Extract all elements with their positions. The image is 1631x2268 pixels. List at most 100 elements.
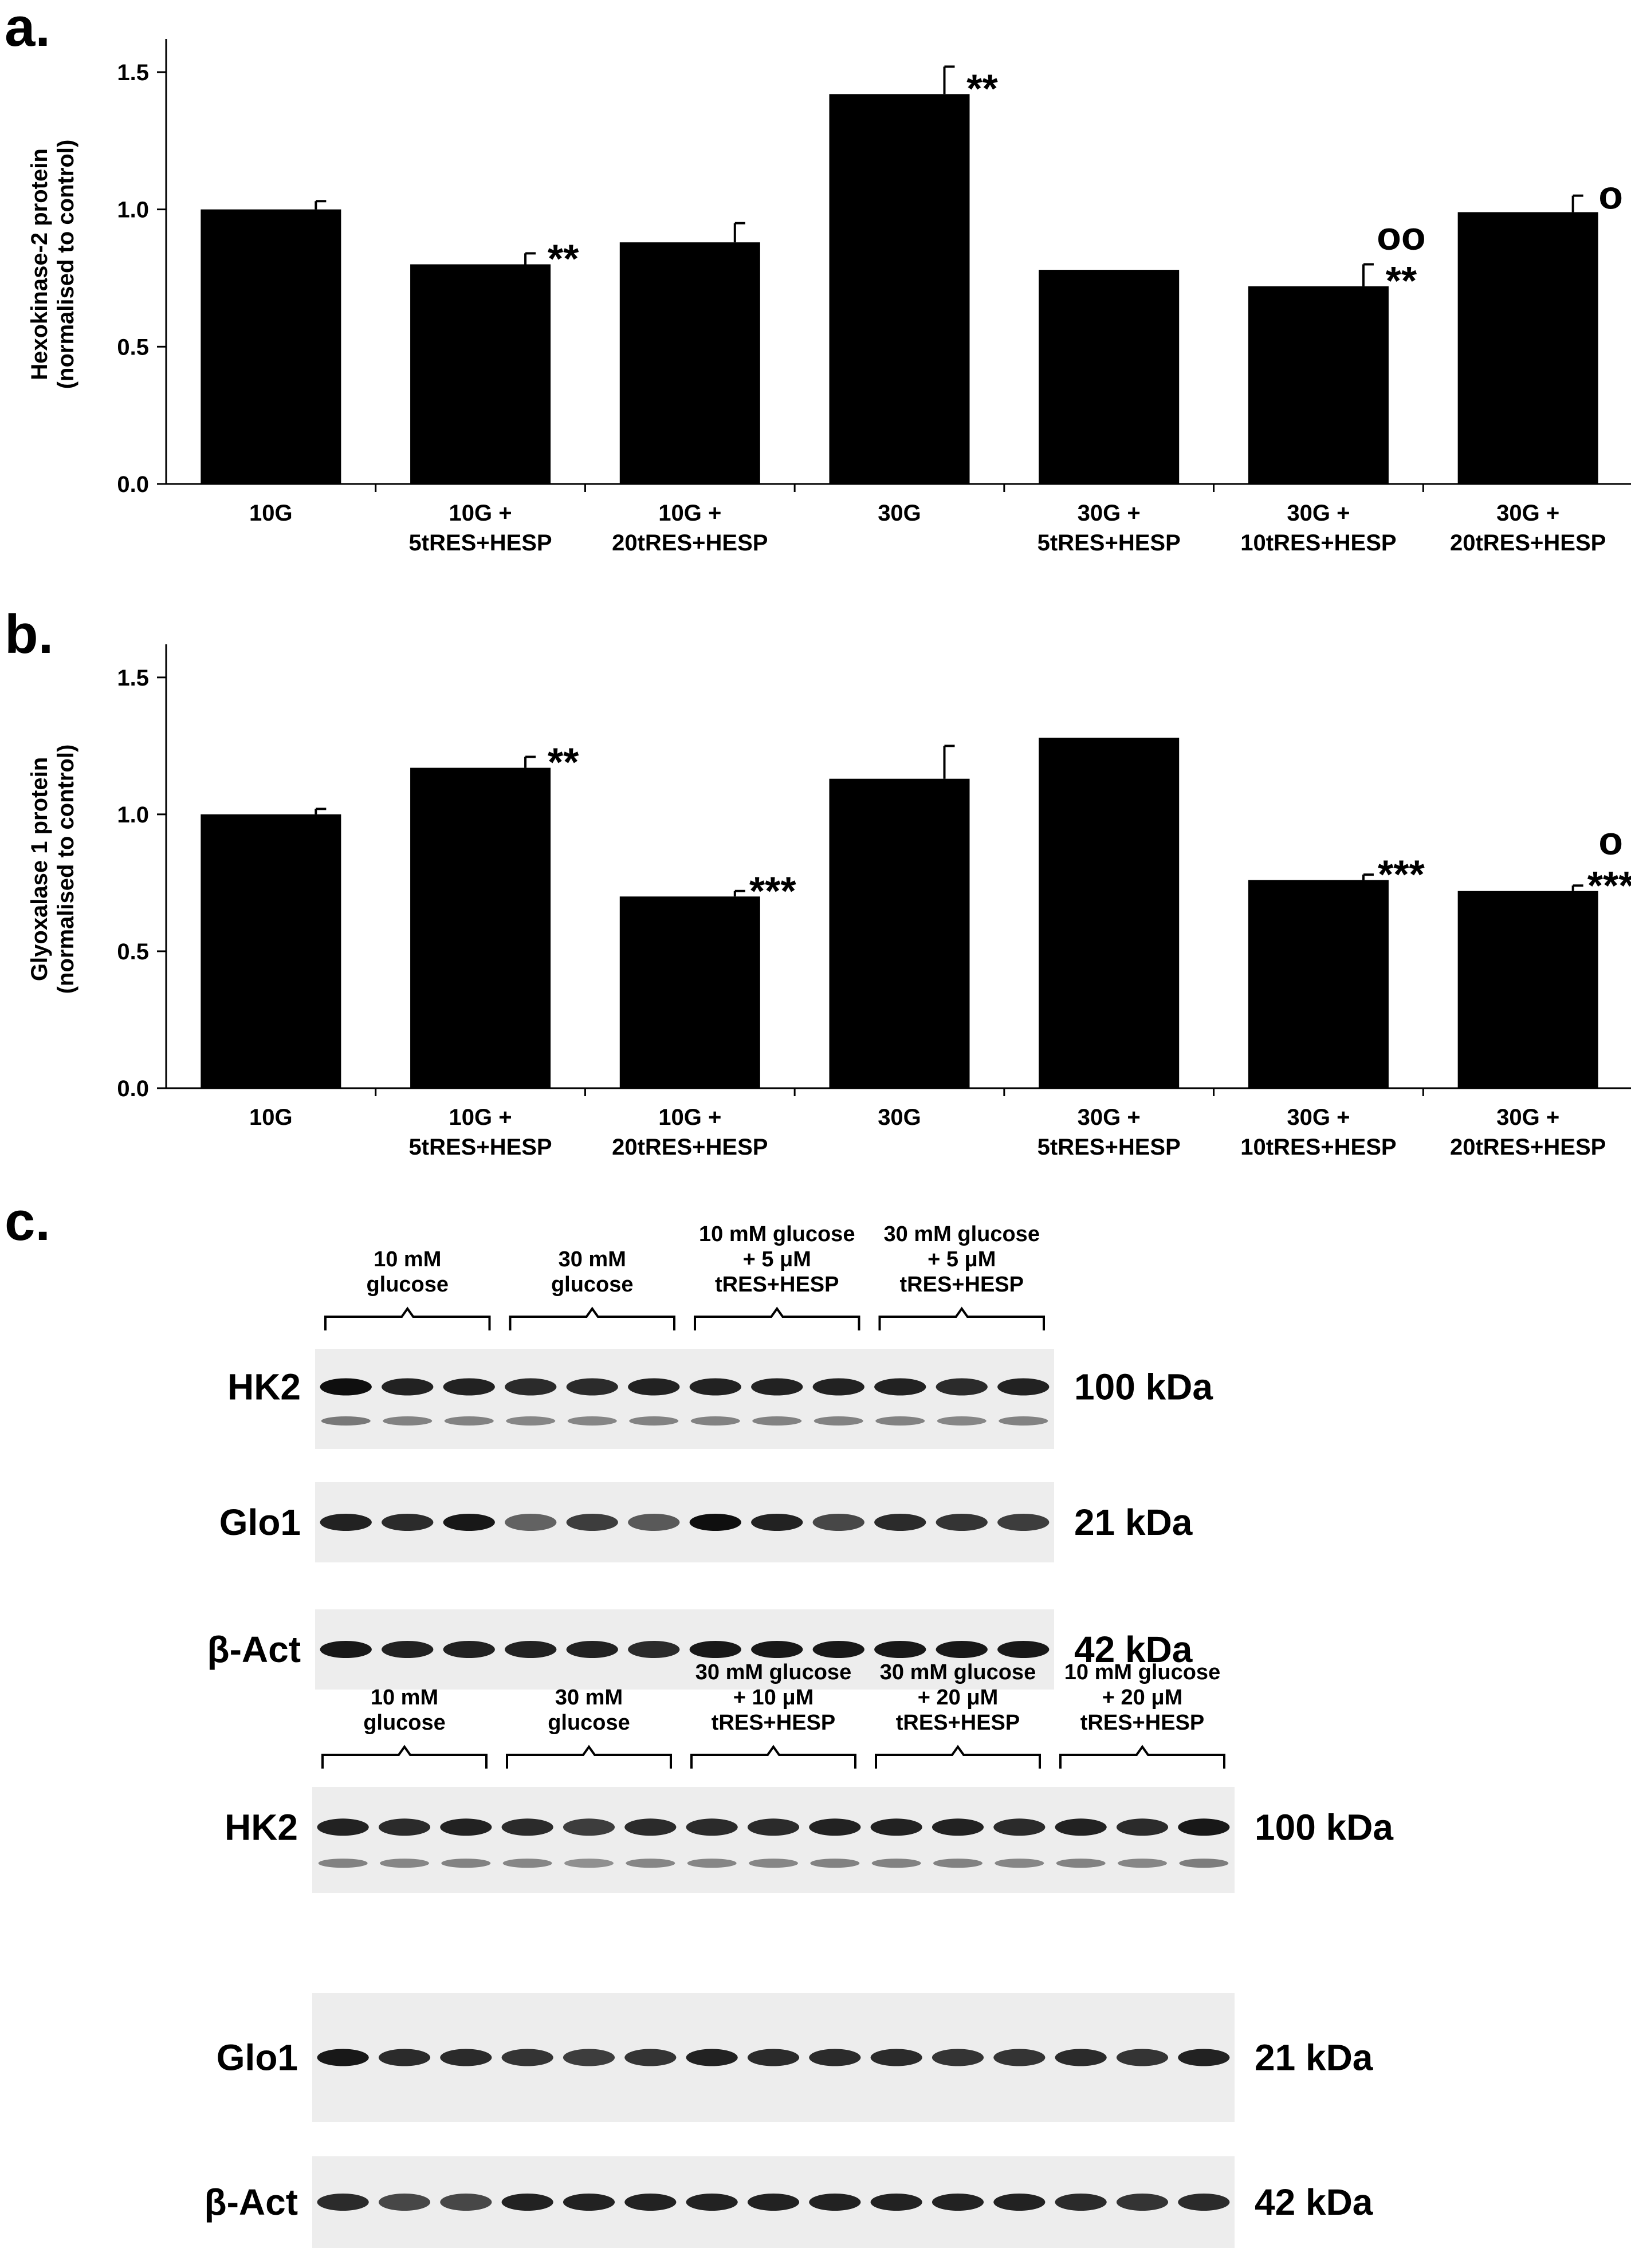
category-label: 30G + — [1496, 501, 1559, 526]
protein-band-lower — [629, 1416, 679, 1426]
protein-band — [317, 2049, 369, 2066]
protein-band — [686, 2049, 738, 2066]
protein-band — [936, 1378, 988, 1396]
protein-band — [320, 1514, 372, 1531]
y-tick-label: 1.5 — [117, 60, 149, 85]
protein-band — [440, 1818, 492, 1836]
group-bracket — [875, 1745, 1041, 1769]
protein-band — [812, 1641, 864, 1658]
protein-band — [936, 1514, 988, 1531]
protein-band — [870, 1818, 922, 1836]
protein-band — [501, 2194, 553, 2211]
y-axis-label: Hexokinase-2 protein — [27, 148, 52, 380]
protein-band — [997, 1641, 1050, 1658]
protein-band-lower — [564, 1858, 614, 1868]
group-label: tRES+HESP — [715, 1273, 839, 1297]
category-label: 20tRES+HESP — [612, 1135, 768, 1160]
significance-marker: ** — [548, 740, 579, 785]
protein-band — [382, 1378, 434, 1396]
protein-band — [440, 2049, 492, 2066]
bar — [619, 242, 760, 484]
protein-band — [1055, 1818, 1107, 1836]
group-label: glucose — [363, 1711, 446, 1735]
y-tick-label: 1.0 — [117, 802, 149, 828]
protein-band — [563, 2194, 615, 2211]
group-label: + 5 μM — [743, 1247, 811, 1271]
blot-membrane — [315, 1609, 1054, 1690]
protein-band — [993, 2049, 1046, 2066]
protein-band — [1116, 2194, 1169, 2211]
protein-band — [747, 1818, 800, 1836]
protein-band — [809, 1818, 861, 1836]
protein-band-lower — [995, 1858, 1044, 1868]
protein-band — [1178, 2194, 1230, 2211]
group-label: 30 mM — [559, 1247, 626, 1271]
protein-band — [566, 1641, 618, 1658]
category-label: 10tRES+HESP — [1240, 1135, 1396, 1160]
significance-marker: ** — [548, 237, 579, 281]
y-axis-label: (normalised to control) — [53, 140, 78, 389]
protein-band — [563, 2049, 615, 2066]
significance-marker: o — [1598, 818, 1623, 863]
group-label: + 20 μM — [918, 1686, 998, 1710]
group-label: + 5 μM — [927, 1247, 996, 1271]
group-bracket — [506, 1745, 672, 1769]
protein-band — [443, 1514, 495, 1531]
category-label: 10G — [249, 501, 293, 526]
protein-band-lower — [999, 1416, 1048, 1426]
protein-band — [812, 1514, 864, 1531]
blot-membrane — [312, 1787, 1235, 1893]
protein-band — [809, 2049, 861, 2066]
y-tick-label: 0.5 — [117, 939, 149, 964]
category-label: 20tRES+HESP — [1450, 530, 1606, 556]
protein-band — [501, 2049, 553, 2066]
group-label: 30 mM — [555, 1686, 623, 1710]
protein-band-lower — [687, 1858, 737, 1868]
significance-marker: o — [1598, 172, 1623, 217]
molecular-weight-label: 21 kDa — [1255, 2037, 1373, 2078]
protein-band — [812, 1378, 864, 1396]
group-label: 10 mM — [374, 1247, 441, 1271]
blot-row-label: Glo1 — [217, 2037, 298, 2078]
protein-band — [378, 2049, 431, 2066]
protein-band-lower — [752, 1416, 802, 1426]
protein-band-lower — [318, 1858, 368, 1868]
molecular-weight-label: 100 kDa — [1255, 1806, 1393, 1848]
protein-band — [874, 1514, 926, 1531]
protein-band — [624, 1818, 677, 1836]
protein-band-lower — [502, 1858, 552, 1868]
category-label: 30G — [878, 501, 921, 526]
bar — [410, 767, 551, 1088]
group-bracket — [878, 1306, 1045, 1330]
molecular-weight-label: 100 kDa — [1074, 1367, 1213, 1408]
protein-band — [624, 2049, 677, 2066]
protein-band — [689, 1514, 741, 1531]
molecular-weight-label: 42 kDa — [1074, 1629, 1193, 1670]
protein-band — [320, 1378, 372, 1396]
protein-band-lower — [810, 1858, 860, 1868]
bar — [1039, 738, 1180, 1088]
protein-band — [628, 1514, 680, 1531]
protein-band — [689, 1378, 741, 1396]
protein-band — [936, 1641, 988, 1658]
chart-b-glyoxalase-1: 0.0 0.5 1.0 1.5 Glyoxalase 1 protein (normali… — [27, 644, 1631, 1160]
protein-band — [382, 1641, 434, 1658]
protein-band — [628, 1378, 680, 1396]
category-label: 20tRES+HESP — [1450, 1135, 1606, 1160]
chart-a-hexokinase-2: 0.0 0.5 1.0 1.5 Hexokinase-2 protein (normali… — [27, 39, 1631, 556]
protein-band — [628, 1641, 680, 1658]
protein-band — [809, 2194, 861, 2211]
category-label: 30G + — [1496, 1105, 1559, 1130]
blot-row-label: β-Act — [207, 1629, 301, 1670]
panel-label-c: c. — [5, 1191, 50, 1252]
protein-band — [1178, 2049, 1230, 2066]
panel-label-a: a. — [5, 0, 50, 58]
protein-band — [993, 1818, 1046, 1836]
protein-band — [689, 1641, 741, 1658]
protein-band-lower — [567, 1416, 617, 1426]
protein-band — [751, 1641, 803, 1658]
y-tick-label: 1.0 — [117, 198, 149, 223]
category-label: 5tRES+HESP — [409, 1135, 552, 1160]
protein-band — [505, 1514, 557, 1531]
